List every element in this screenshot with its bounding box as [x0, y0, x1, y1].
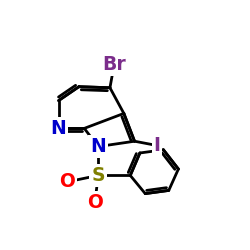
Text: I: I: [154, 136, 160, 155]
Text: O: O: [59, 172, 75, 191]
Text: Br: Br: [102, 55, 126, 74]
Text: S: S: [92, 166, 105, 185]
Text: O: O: [87, 193, 103, 212]
Text: N: N: [51, 119, 66, 138]
Text: N: N: [90, 137, 106, 156]
